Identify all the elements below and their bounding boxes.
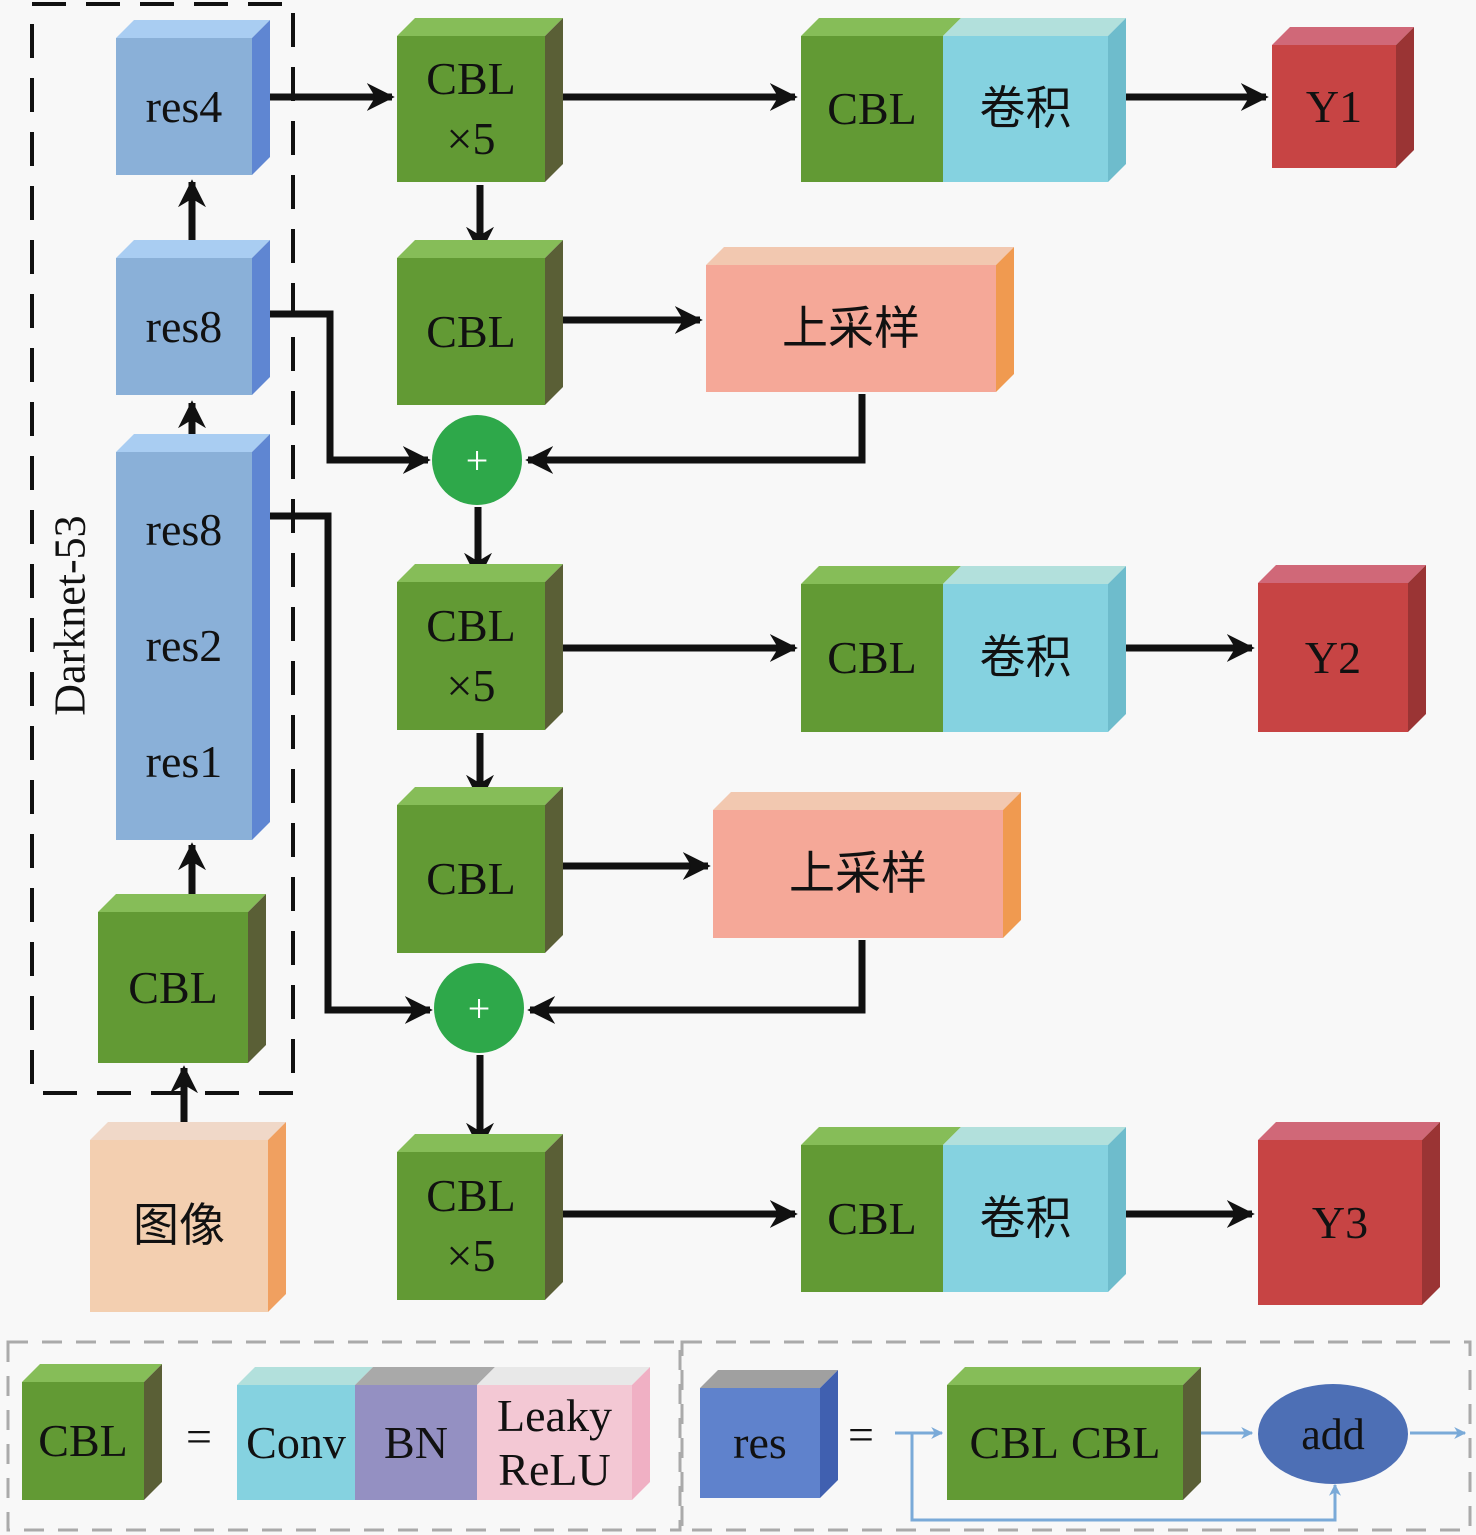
res2-label: res2 — [145, 620, 223, 671]
cbl-block-2: CBL — [397, 258, 545, 405]
legend-cbl: CBL — [22, 1382, 144, 1500]
res8-label: res8 — [145, 504, 223, 555]
head1-cbl: CBL — [801, 36, 943, 182]
backbone-cbl-block: CBL — [98, 912, 248, 1063]
output-y3: Y3 — [1258, 1140, 1422, 1305]
cbl-block-4: CBL — [397, 805, 545, 953]
upsample-block-2: 上采样 — [713, 810, 1003, 938]
plus-node-1: + — [432, 415, 522, 505]
head3-cbl: CBL — [801, 1145, 943, 1292]
legend-leaky-relu: Leaky ReLU — [477, 1385, 632, 1500]
res4-block: res4 — [116, 38, 252, 175]
image-input-block: 图像 — [90, 1140, 268, 1312]
output-y2: Y2 — [1258, 583, 1408, 732]
res8-block: res8 — [116, 258, 252, 395]
head2-conv: 卷积 — [943, 584, 1108, 732]
legend-equals-2: = — [848, 1409, 874, 1460]
res1-label: res1 — [145, 736, 223, 787]
legend-border-left — [6, 1340, 682, 1532]
head3-conv: 卷积 — [943, 1145, 1108, 1292]
legend-conv: Conv — [237, 1385, 355, 1500]
cbl-x5-block-3: CBL ×5 — [397, 582, 545, 730]
darknet-dashed-border — [30, 2, 295, 1095]
upsample-block-1: 上采样 — [706, 265, 996, 392]
legend-equals: = — [186, 1411, 212, 1462]
legend-border-right — [680, 1340, 1472, 1532]
cbl-x5-block-5: CBL ×5 — [397, 1152, 545, 1300]
legend-bn: BN — [355, 1385, 477, 1500]
output-y1: Y1 — [1272, 45, 1396, 168]
legend-add: add — [1258, 1384, 1408, 1484]
plus-node-2: + — [434, 963, 524, 1053]
head1-conv: 卷积 — [943, 36, 1108, 182]
legend-cbl-cbl: CBL CBL — [947, 1385, 1183, 1500]
res-stack-block: res8 res2 res1 — [116, 452, 252, 840]
legend-res: res — [700, 1388, 820, 1498]
cbl-x5-block-1: CBL ×5 — [397, 36, 545, 182]
darknet-label: Darknet-53 — [45, 515, 95, 716]
head2-cbl: CBL — [801, 584, 943, 732]
